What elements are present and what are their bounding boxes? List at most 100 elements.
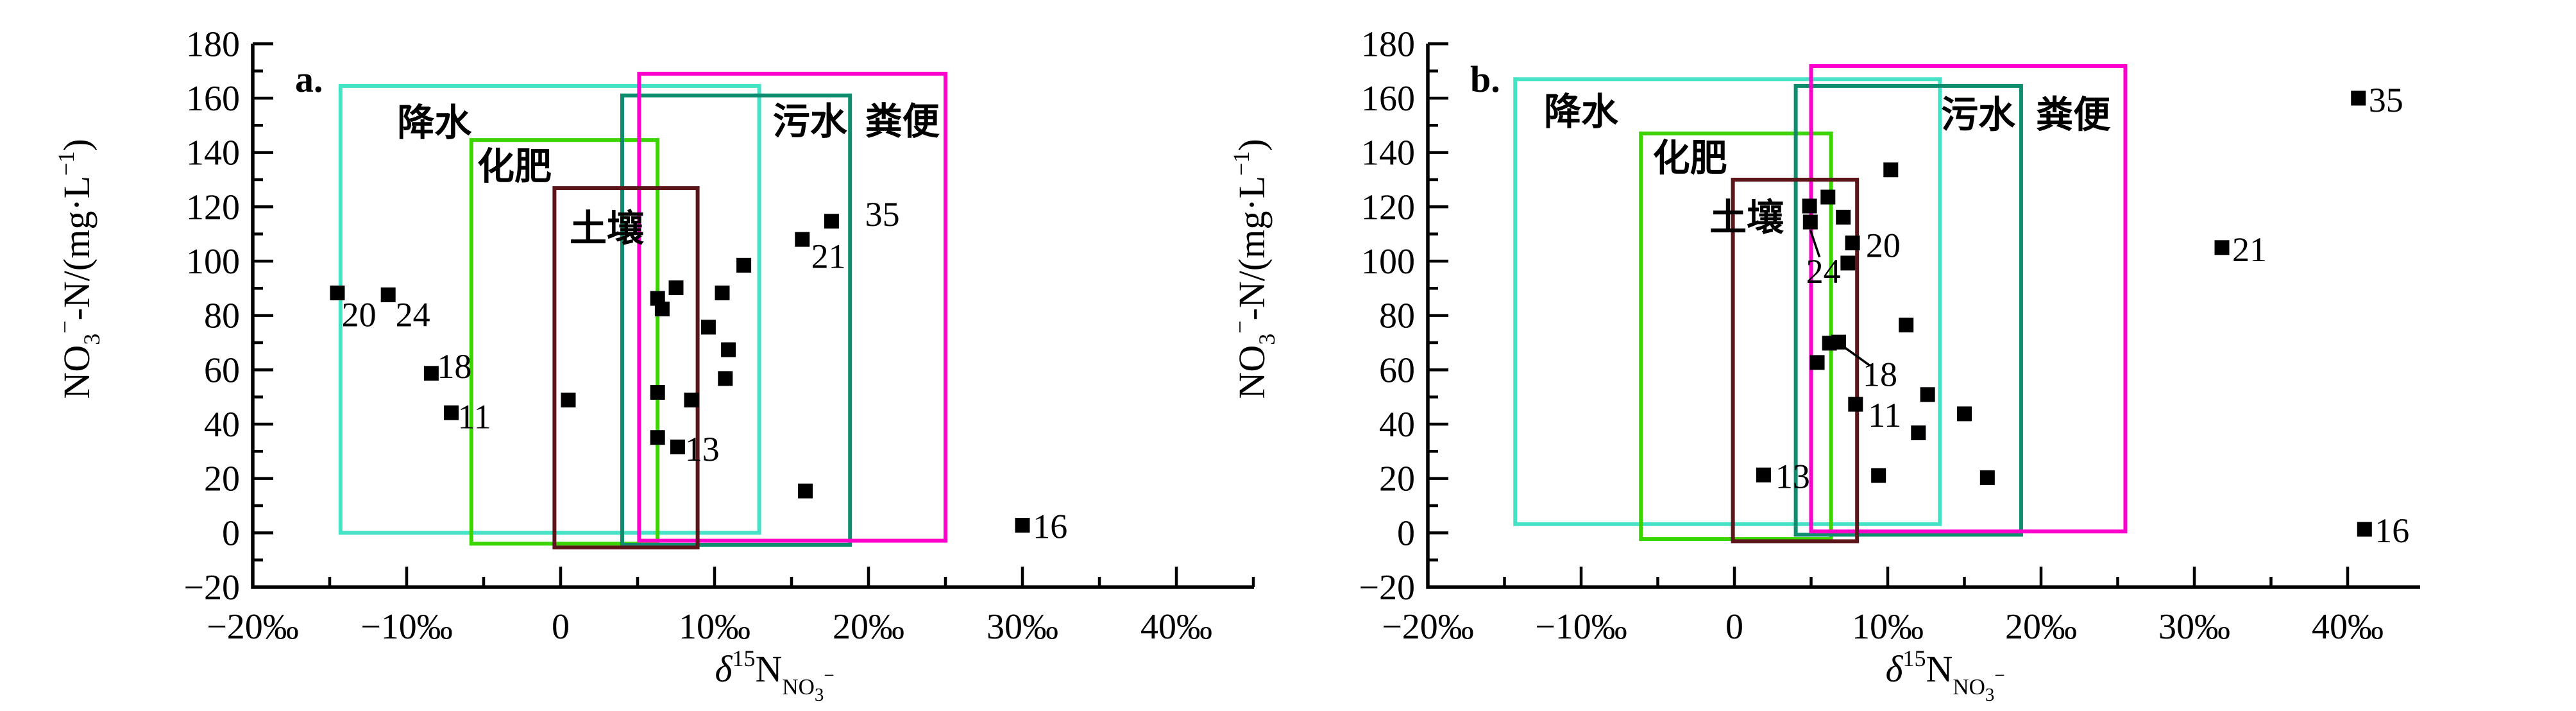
point-label: 16 [2375, 511, 2409, 550]
source-box-soil [1731, 177, 1860, 544]
data-point [1957, 406, 1972, 422]
source-box-soil [552, 186, 700, 550]
y-tick-label: 0 [222, 513, 240, 553]
data-point [721, 342, 736, 357]
point-label: 35 [865, 195, 900, 234]
data-point [1845, 236, 1860, 251]
y-tick-label: 140 [186, 133, 240, 173]
y-tick-label: 0 [1397, 513, 1415, 553]
y-tick-label: 160 [1361, 79, 1415, 119]
data-point [795, 232, 810, 247]
point-label: 13 [685, 430, 720, 468]
y-tick-label: 120 [1361, 187, 1415, 227]
point-label: 24 [396, 296, 430, 334]
source-box-label-soil: 土壤 [570, 208, 644, 250]
x-tick-label: −10‰ [360, 607, 453, 647]
panel-label: a. [295, 58, 323, 100]
x-tick-label: 40‰ [1140, 607, 1212, 647]
y-tick-label: −20 [1359, 568, 1415, 608]
data-point [670, 440, 685, 455]
point-label: 11 [1868, 396, 1901, 434]
y-tick-label: 120 [186, 187, 240, 227]
source-box-manure [1809, 64, 2128, 534]
data-point [684, 392, 699, 407]
x-axis-title: δ15NNO3− [715, 646, 835, 705]
data-point [561, 392, 576, 407]
point-label: 21 [811, 237, 846, 276]
data-point [654, 301, 670, 316]
source-box-label-fertilizer: 化肥 [477, 146, 552, 187]
y-tick-label: −20 [183, 568, 240, 608]
source-box-label-soil: 土壤 [1709, 197, 1784, 239]
source-box-sewage [1793, 83, 2023, 537]
data-point [423, 366, 439, 381]
y-tick-label: 100 [1361, 242, 1415, 282]
source-box-label-sewage: 污水 [1941, 94, 2016, 135]
data-point [2351, 90, 2366, 106]
source-box-label-precipitation: 降水 [397, 102, 472, 144]
data-point [718, 371, 733, 386]
y-tick-label: 60 [204, 350, 240, 390]
x-tick-label: 0 [552, 607, 570, 647]
point-label: 20 [342, 296, 377, 334]
data-point [1831, 334, 1847, 350]
y-tick-label: 20 [204, 459, 240, 499]
source-box-fertilizer [469, 138, 660, 546]
data-point [715, 286, 730, 301]
data-point [700, 320, 716, 335]
data-point [1836, 209, 1851, 225]
point-label: 24 [1806, 252, 1841, 291]
leader-line [1842, 345, 1871, 367]
source-box-label-manure: 粪便 [865, 101, 940, 142]
point-label: 20 [1866, 227, 1901, 265]
data-point [650, 430, 665, 445]
data-point [1979, 470, 1995, 485]
x-tick-label: 40‰ [2312, 607, 2384, 647]
y-tick-label: 80 [204, 296, 240, 336]
x-tick-label: −20‰ [207, 607, 299, 647]
data-point [1802, 198, 1817, 214]
y-tick-label: 60 [1379, 350, 1415, 390]
y-tick-label: 160 [186, 79, 240, 119]
data-point [380, 287, 396, 302]
x-tick-label: 0 [1725, 607, 1743, 647]
source-box-label-precipitation: 降水 [1544, 91, 1619, 133]
x-tick-label: 30‰ [2158, 607, 2230, 647]
x-tick-label: 10‰ [679, 607, 750, 647]
source-box-label-sewage: 污水 [773, 101, 848, 142]
data-point [1802, 214, 1818, 230]
data-point [798, 483, 813, 499]
point-label: 18 [437, 347, 471, 386]
y-axis-title: NO3−-N/(mg·L−1) [52, 139, 105, 398]
x-tick-label: 20‰ [2005, 607, 2077, 647]
data-point [1871, 468, 1886, 483]
data-point [1911, 425, 1926, 441]
x-axis-title: δ15NNO3− [1886, 646, 2005, 705]
source-box-label-fertilizer: 化肥 [1653, 137, 1727, 179]
data-point [1848, 397, 1863, 412]
y-axis-title: NO3−-N/(mg·L−1) [1227, 139, 1280, 398]
x-tick-label: −20‰ [1382, 607, 1474, 647]
x-tick-label: 20‰ [833, 607, 904, 647]
source-box-manure [637, 71, 948, 543]
y-tick-label: 40 [1379, 405, 1415, 445]
y-tick-label: 140 [1361, 133, 1415, 173]
point-label: 16 [1033, 508, 1067, 546]
data-point [1883, 162, 1899, 178]
x-tick-label: −10‰ [1535, 607, 1627, 647]
data-point [1820, 189, 1836, 205]
data-point [650, 384, 665, 400]
y-tick-label: 100 [186, 242, 240, 282]
x-tick-label: 30‰ [987, 607, 1058, 647]
data-point [736, 257, 752, 273]
y-tick-label: 180 [1361, 24, 1415, 64]
data-point [668, 280, 684, 295]
point-label: 21 [2232, 230, 2267, 269]
data-point [444, 405, 459, 420]
source-box-sewage [620, 93, 852, 547]
y-tick-label: 180 [186, 24, 240, 64]
data-point [1899, 317, 1914, 332]
data-point [1809, 355, 1825, 370]
point-label: 11 [458, 397, 491, 436]
